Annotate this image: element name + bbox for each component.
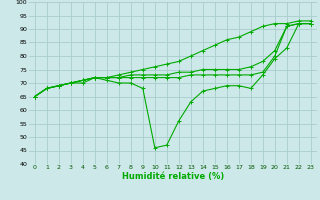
X-axis label: Humidité relative (%): Humidité relative (%) [122,172,224,181]
